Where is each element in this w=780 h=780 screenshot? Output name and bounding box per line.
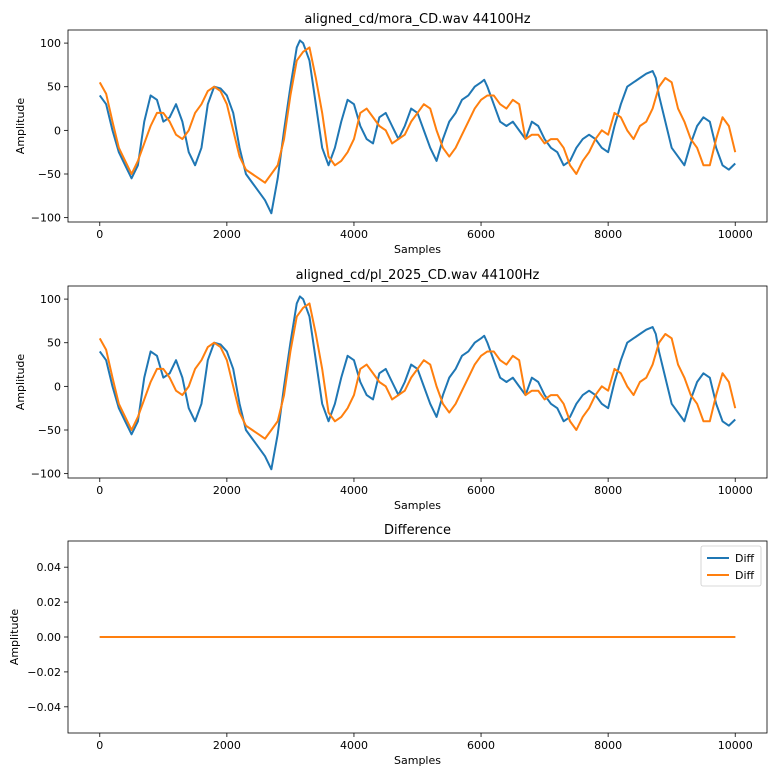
y-tick-label: −100	[31, 212, 61, 225]
x-tick-label: 4000	[340, 228, 368, 241]
series-line-2	[98, 46, 737, 184]
legend-label-2: Diff	[735, 569, 755, 582]
y-tick-label: 100	[40, 293, 61, 306]
x-tick-label: 8000	[594, 484, 622, 497]
x-tick-label: 0	[96, 484, 103, 497]
y-axis-label: Amplitude	[14, 98, 27, 155]
y-tick-label: −100	[31, 468, 61, 481]
y-tick-label: −0.04	[27, 701, 61, 714]
series-line-1	[98, 39, 736, 215]
chart-panel-3: Difference 0 2000 4000 6000 8000 10000 Samples 0…	[8, 523, 768, 767]
x-tick-label: 6000	[467, 228, 495, 241]
x-tick-label: 2000	[213, 484, 241, 497]
x-tick-label: 8000	[594, 228, 622, 241]
chart-panel-1: aligned_cd/mora_CD.wav 44100Hz 0 2000 4000 6…	[14, 12, 768, 256]
x-axis-label: Samples	[394, 243, 441, 256]
x-tick-label: 8000	[594, 739, 622, 752]
x-axis-label: Samples	[394, 499, 441, 512]
x-tick-label: 0	[96, 739, 103, 752]
x-tick-label: 10000	[718, 739, 753, 752]
y-tick-label: 0.04	[37, 561, 62, 574]
y-tick-label: −50	[38, 168, 61, 181]
x-tick-label: 6000	[467, 484, 495, 497]
x-tick-label: 10000	[718, 228, 753, 241]
series-line-2	[98, 302, 737, 440]
y-tick-label: 0.00	[37, 631, 62, 644]
y-tick-label: 0.02	[37, 596, 62, 609]
y-tick-label: 50	[47, 81, 61, 94]
x-tick-label: 6000	[467, 739, 495, 752]
y-tick-label: 100	[40, 37, 61, 50]
y-axis-label: Amplitude	[8, 609, 21, 666]
x-tick-label: 2000	[213, 228, 241, 241]
chart-panel-2: aligned_cd/pl_2025_CD.wav 44100Hz 0 2000 40…	[14, 268, 768, 512]
y-tick-label: 0	[54, 124, 61, 137]
x-axis-label: Samples	[394, 754, 441, 767]
plot-frame	[67, 285, 768, 479]
y-tick-label: −50	[38, 424, 61, 437]
y-tick-label: −0.02	[27, 666, 61, 679]
chart-title: aligned_cd/pl_2025_CD.wav 44100Hz	[296, 268, 540, 283]
chart-title: Difference	[384, 523, 451, 538]
plot-frame	[67, 29, 768, 223]
x-tick-label: 2000	[213, 739, 241, 752]
x-tick-label: 4000	[340, 739, 368, 752]
chart-title: aligned_cd/mora_CD.wav 44100Hz	[304, 12, 530, 27]
x-tick-label: 10000	[718, 484, 753, 497]
y-axis-label: Amplitude	[14, 354, 27, 411]
legend: Diff Diff	[700, 545, 762, 587]
x-tick-label: 4000	[340, 484, 368, 497]
legend-label-1: Diff	[735, 552, 755, 565]
x-tick-label: 0	[96, 228, 103, 241]
y-tick-label: 0	[54, 380, 61, 393]
y-tick-label: 50	[47, 337, 61, 350]
series-line-1	[98, 295, 736, 471]
